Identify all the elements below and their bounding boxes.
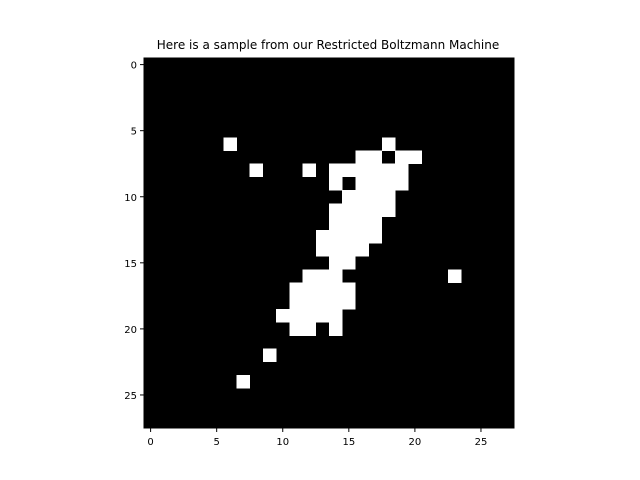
heatmap-cell-14-15 xyxy=(342,243,356,257)
heatmap-cell-19-11 xyxy=(289,309,303,323)
heatmap-cell-20-12 xyxy=(302,322,317,336)
heatmap-cell-8-19 xyxy=(395,163,409,178)
heatmap-cell-20-11 xyxy=(289,322,303,336)
y-tick-label-20: 20 xyxy=(124,325,137,336)
plot-frame xyxy=(143,57,515,429)
x-tick-label-0: 0 xyxy=(147,437,153,448)
heatmap-cell-16-12 xyxy=(302,269,317,283)
heatmap-cell-13-17 xyxy=(368,229,383,244)
x-tick-label-20: 20 xyxy=(409,437,422,448)
heatmap-cell-8-15 xyxy=(342,163,356,178)
heatmap-cell-13-13 xyxy=(315,229,330,244)
heatmap-cell-9-17 xyxy=(368,176,383,191)
heatmap-cell-19-13 xyxy=(315,309,330,323)
x-tick-label-15: 15 xyxy=(342,437,355,448)
heatmap-cell-19-14 xyxy=(329,309,343,323)
heatmap-cell-18-14 xyxy=(329,295,343,310)
heatmap-cell-18-15 xyxy=(342,295,356,310)
plot-area xyxy=(143,57,515,429)
heatmap-cell-8-8 xyxy=(249,163,264,178)
x-axis: 0 5 10 15 20 25 xyxy=(147,428,487,448)
heatmap-cell-16-13 xyxy=(315,269,330,283)
heatmap-cell-24-7 xyxy=(236,375,251,389)
chart-title: Here is a sample from our Restricted Bol… xyxy=(157,38,499,52)
heatmap-cell-9-16 xyxy=(355,176,369,191)
heatmap-cell-14-14 xyxy=(329,243,343,257)
heatmap-cell-9-19 xyxy=(395,176,409,191)
x-tick-label-10: 10 xyxy=(276,437,289,448)
heatmap-cell-17-15 xyxy=(342,282,356,297)
heatmap-cell-11-16 xyxy=(355,203,369,217)
heatmap-cell-8-14 xyxy=(329,163,343,178)
heatmap-cell-8-17 xyxy=(368,163,383,178)
heatmap-cell-10-18 xyxy=(381,190,396,204)
heatmap-cell-19-12 xyxy=(302,309,317,323)
heatmap-cell-22-9 xyxy=(262,348,277,363)
heatmap-cell-7-17 xyxy=(368,150,383,165)
heatmap-cell-18-11 xyxy=(289,295,303,310)
heatmap-cell-11-14 xyxy=(329,203,343,217)
x-tick-label-5: 5 xyxy=(213,437,219,448)
heatmap-cell-10-15 xyxy=(342,190,356,204)
heatmap-cell-17-11 xyxy=(289,282,303,297)
heatmap-cell-7-16 xyxy=(355,150,369,165)
heatmap-cell-18-13 xyxy=(315,295,330,310)
heatmap-cell-16-23 xyxy=(447,269,462,283)
heatmap-cell-14-16 xyxy=(355,243,369,257)
heatmap-cell-8-18 xyxy=(381,163,396,178)
x-tick-label-25: 25 xyxy=(475,437,488,448)
heatmap-cell-6-6 xyxy=(223,137,237,151)
heatmap-cell-12-14 xyxy=(329,216,343,231)
heatmap-cell-13-16 xyxy=(355,229,369,244)
heatmap-cell-8-12 xyxy=(302,163,317,178)
heatmap-cell-9-14 xyxy=(329,176,343,191)
heatmap-cell-12-16 xyxy=(355,216,369,231)
heatmap-cell-15-14 xyxy=(329,256,343,270)
heatmap-cell-10-16 xyxy=(355,190,369,204)
heatmap-cell-16-14 xyxy=(329,269,343,283)
heatmap-cell-17-12 xyxy=(302,282,317,297)
heatmap-cell-12-15 xyxy=(342,216,356,231)
y-tick-label-5: 5 xyxy=(131,127,137,138)
heatmap-cell-7-20 xyxy=(408,150,422,165)
heatmap-cell-11-18 xyxy=(381,203,396,217)
heatmap-cell-11-17 xyxy=(368,203,383,217)
y-tick-label-15: 15 xyxy=(124,259,137,270)
heatmap-cell-8-16 xyxy=(355,163,369,178)
heatmap-cell-7-19 xyxy=(395,150,409,165)
y-axis: 0 5 10 15 20 25 xyxy=(124,61,144,402)
heatmap-cell-10-17 xyxy=(368,190,383,204)
heatmap-cell-6-18 xyxy=(381,137,396,151)
heatmap-cell-13-15 xyxy=(342,229,356,244)
y-tick-label-25: 25 xyxy=(124,391,137,402)
heatmap-cell-9-18 xyxy=(381,176,396,191)
y-tick-label-0: 0 xyxy=(131,61,137,72)
heatmap-cell-17-13 xyxy=(315,282,330,297)
heatmap-cell-11-15 xyxy=(342,203,356,217)
heatmap-cell-19-10 xyxy=(276,309,290,323)
heatmap-cell-15-15 xyxy=(342,256,356,270)
heatmap-cell-18-12 xyxy=(302,295,317,310)
heatmap-cell-20-14 xyxy=(329,322,343,336)
heatmap-cell-13-14 xyxy=(329,229,343,244)
heatmap-cell-14-13 xyxy=(315,243,330,257)
y-tick-label-10: 10 xyxy=(124,193,137,204)
heatmap-cell-12-17 xyxy=(368,216,383,231)
heatmap-cell-17-14 xyxy=(329,282,343,297)
